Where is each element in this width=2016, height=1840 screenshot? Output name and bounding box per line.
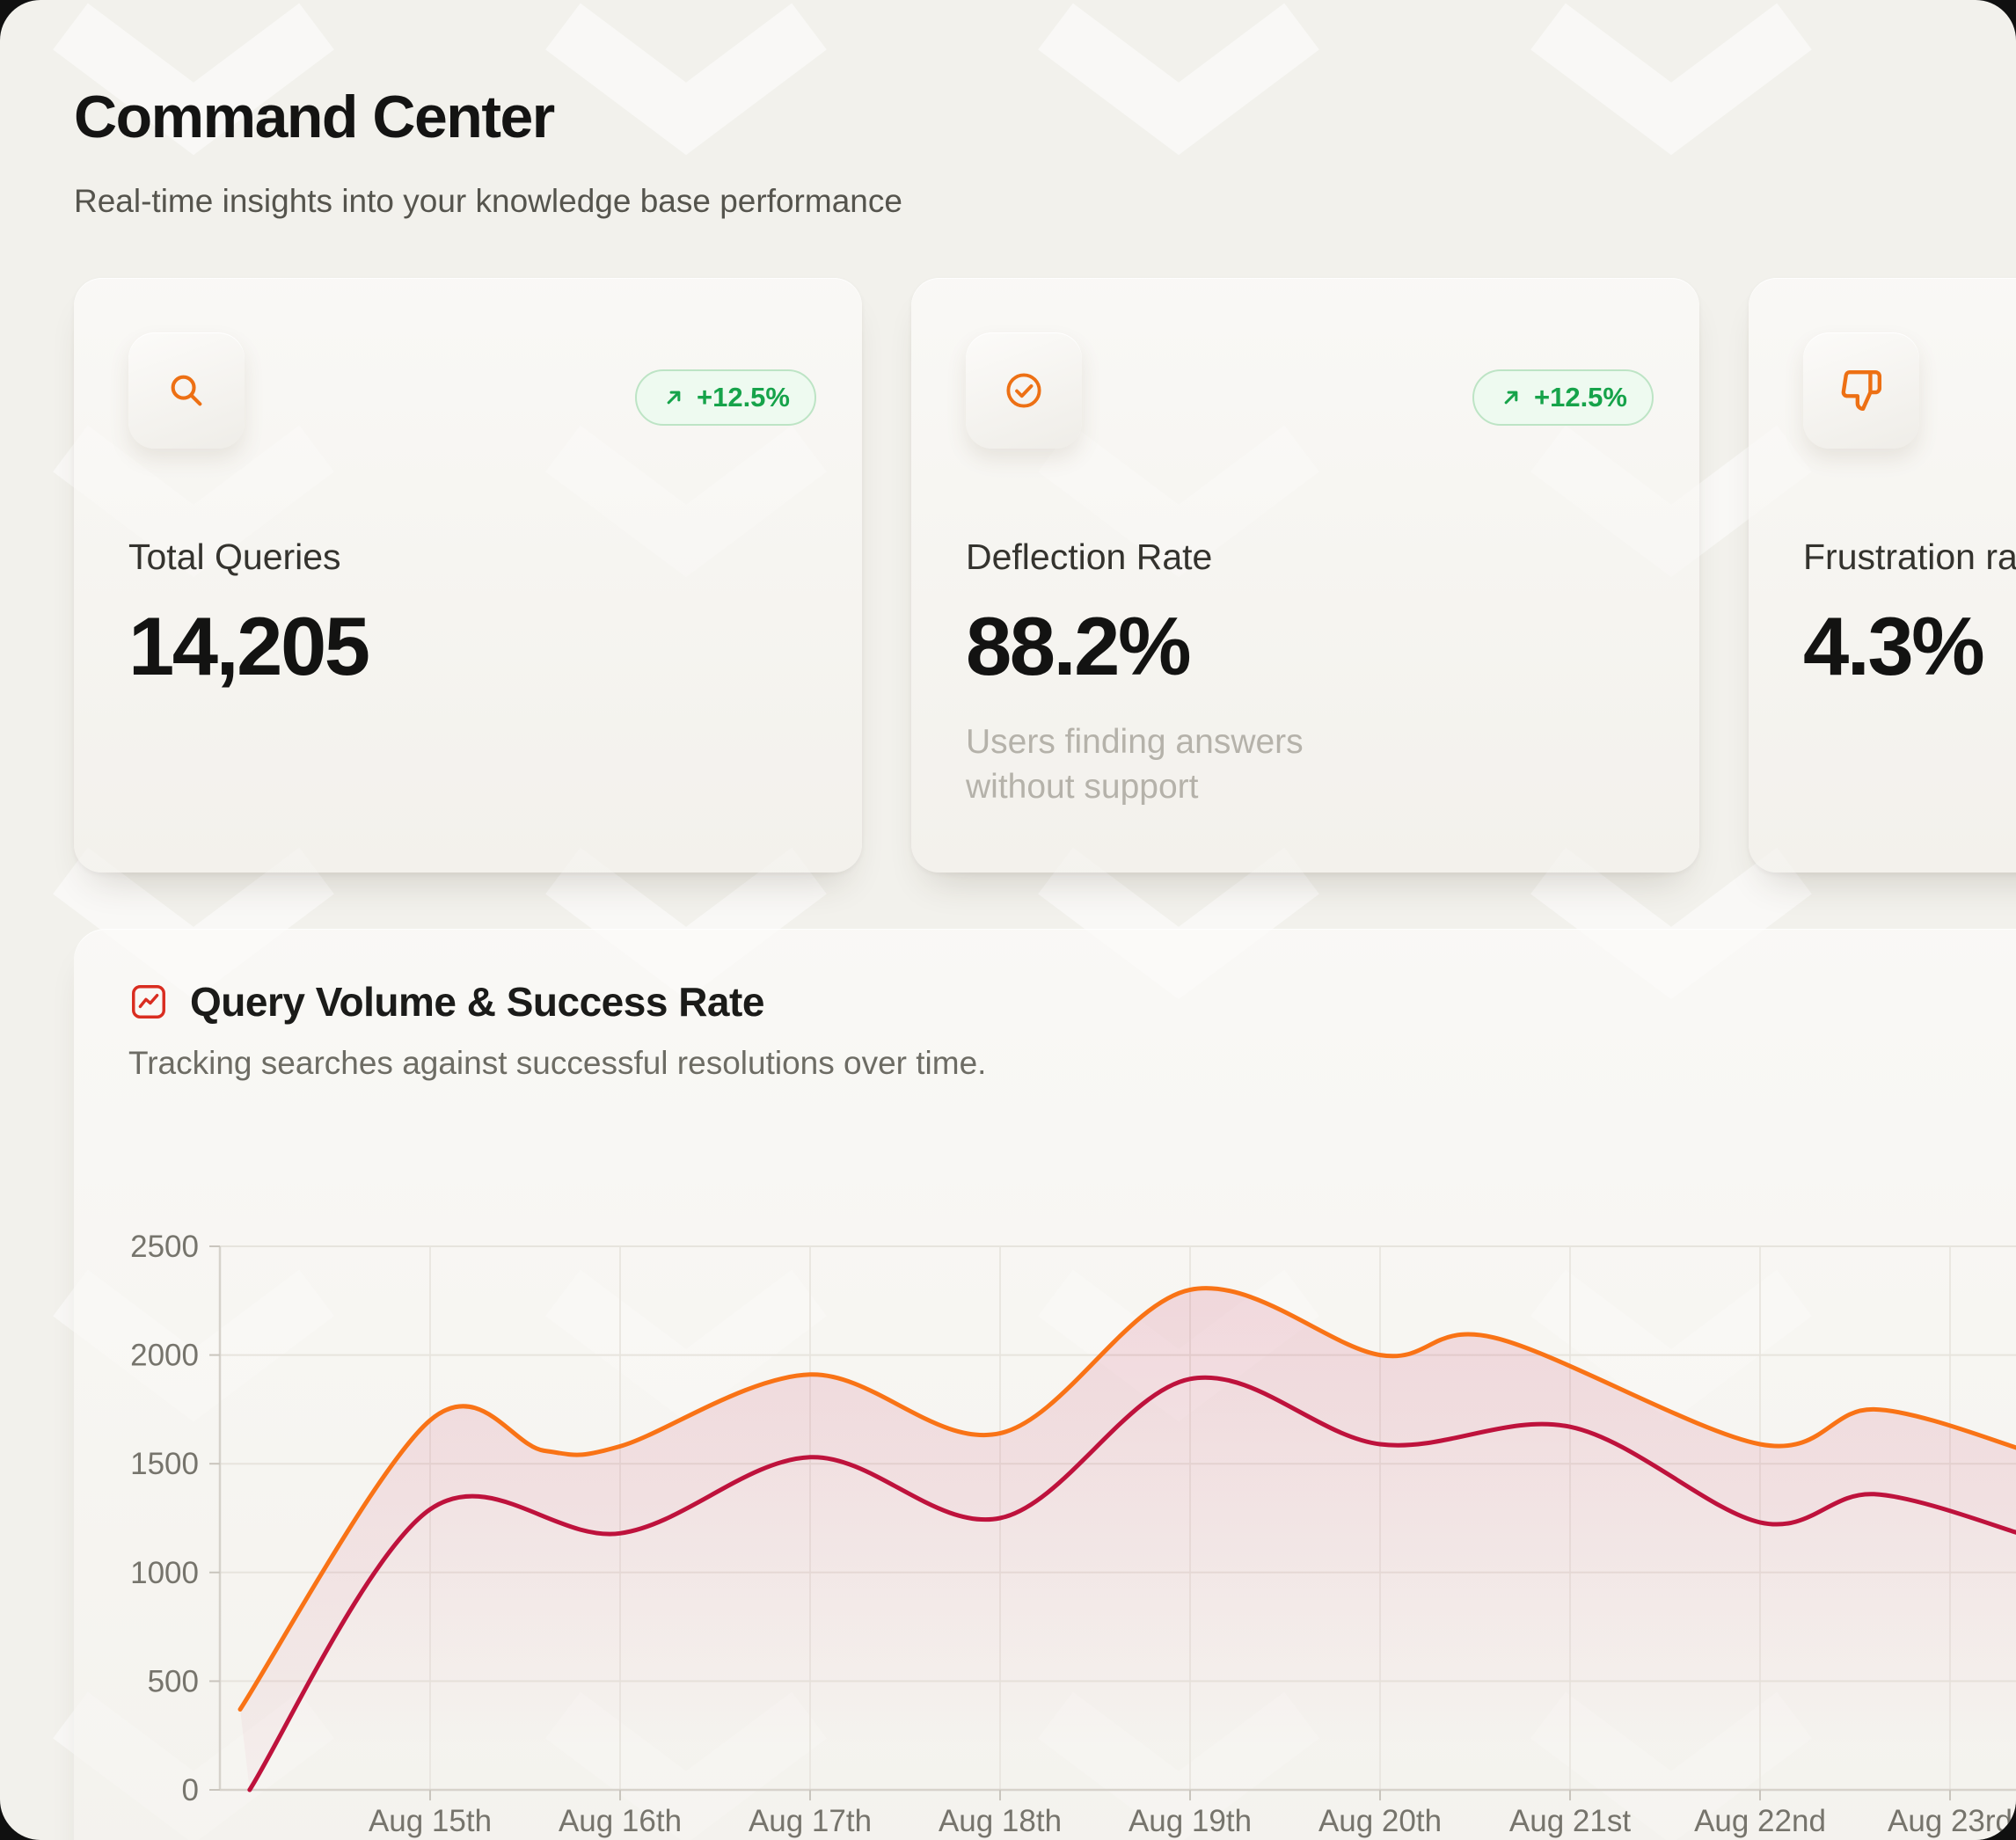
stat-value: 4.3% <box>1803 600 1985 692</box>
page-subtitle: Real-time insights into your knowledge b… <box>74 183 902 219</box>
chart-title: Query Volume & Success Rate <box>190 979 764 1025</box>
trend-up-arrow-icon <box>667 391 681 405</box>
stat-card-deflection-rate: +12.5% Deflection Rate 88.2% Users findi… <box>911 278 1699 873</box>
stat-label: Deflection Rate <box>966 537 1213 577</box>
stat-value: 14,205 <box>128 600 370 692</box>
svg-text:Aug 15th: Aug 15th <box>369 1804 492 1838</box>
search-icon <box>171 375 202 406</box>
svg-text:Aug 20th: Aug 20th <box>1318 1804 1442 1838</box>
chart-subtitle: Tracking searches against successful res… <box>128 1045 987 1081</box>
icon-tile <box>1803 332 1919 449</box>
trend-badge-label: +12.5% <box>696 382 790 413</box>
svg-text:Aug 22nd: Aug 22nd <box>1694 1804 1826 1838</box>
chart-header: Query Volume & Success Rate <box>128 978 2016 1026</box>
svg-text:Aug 16th: Aug 16th <box>559 1804 682 1838</box>
svg-text:Aug 19th: Aug 19th <box>1129 1804 1252 1838</box>
stat-subtext: Users finding answers without support <box>966 723 1304 806</box>
svg-text:500: 500 <box>148 1664 199 1698</box>
svg-text:Aug 21st: Aug 21st <box>1509 1804 1631 1838</box>
svg-text:2000: 2000 <box>130 1339 199 1373</box>
thumbs-down-icon <box>1841 369 1882 412</box>
trend-badge: +12.5% <box>634 369 816 426</box>
icon-tile <box>966 332 1082 449</box>
stat-card-frustration-rate: Frustration rate 4.3% <box>1749 278 2016 873</box>
trend-up-arrow-icon <box>1504 391 1518 405</box>
page-title: Command Center <box>74 84 555 150</box>
stat-label: Frustration rate <box>1803 537 2016 577</box>
svg-text:1500: 1500 <box>130 1447 199 1481</box>
svg-text:Aug 23rd: Aug 23rd <box>1888 1804 2012 1838</box>
stat-card-total-queries: +12.5% Total Queries 14,205 <box>74 278 862 873</box>
card-top-row: +12.5% <box>966 332 1654 449</box>
stats-row: +12.5% Total Queries 14,205 <box>74 278 2016 873</box>
trend-badge-label: +12.5% <box>1533 382 1627 413</box>
svg-text:Aug 18th: Aug 18th <box>939 1804 1062 1838</box>
check-circle-icon <box>1006 373 1041 408</box>
icon-tile <box>128 332 245 449</box>
svg-text:Aug 17th: Aug 17th <box>749 1804 872 1838</box>
stat-value: 88.2% <box>966 600 1192 692</box>
card-top-row <box>1803 332 2016 449</box>
trend-badge: +12.5% <box>1472 369 1654 426</box>
svg-text:1000: 1000 <box>130 1556 199 1590</box>
card-top-row: +12.5% <box>128 332 816 449</box>
svg-text:0: 0 <box>182 1773 199 1807</box>
stat-label: Total Queries <box>128 537 341 577</box>
svg-text:2500: 2500 <box>130 1230 199 1264</box>
query-volume-chart-card: Query Volume & Success Rate Tracking sea… <box>74 929 2016 1840</box>
line-chart-icon <box>132 985 165 1019</box>
